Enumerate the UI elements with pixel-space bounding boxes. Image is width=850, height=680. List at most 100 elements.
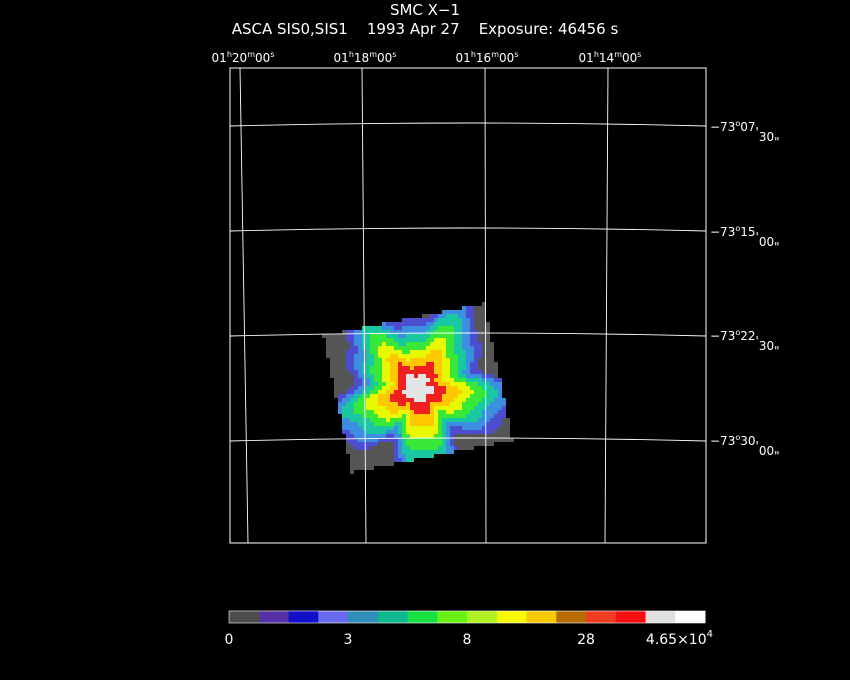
- image-pixel: [482, 402, 486, 406]
- image-pixel: [458, 334, 462, 338]
- image-pixel: [382, 342, 386, 346]
- image-pixel: [474, 350, 478, 354]
- image-pixel: [354, 434, 358, 438]
- image-pixel: [494, 426, 498, 430]
- image-pixel: [426, 322, 430, 326]
- image-pixel: [506, 418, 510, 422]
- image-pixel: [390, 394, 394, 398]
- image-pixel: [390, 450, 394, 454]
- image-pixel: [394, 350, 398, 354]
- image-pixel: [410, 458, 414, 462]
- image-pixel: [442, 374, 446, 378]
- image-pixel: [334, 362, 338, 366]
- image-pixel: [370, 454, 374, 458]
- image-pixel: [466, 358, 470, 362]
- image-pixel: [458, 358, 462, 362]
- image-pixel: [362, 418, 366, 422]
- image-pixel: [442, 418, 446, 422]
- image-pixel: [358, 362, 362, 366]
- image-pixel: [370, 342, 374, 346]
- image-pixel: [354, 378, 358, 382]
- image-pixel: [442, 310, 446, 314]
- image-pixel: [482, 366, 486, 370]
- coordinate-grid: [229, 67, 707, 544]
- image-pixel: [394, 434, 398, 438]
- image-pixel: [398, 450, 402, 454]
- image-pixel: [406, 370, 410, 374]
- colorbar-swatch: [318, 611, 349, 623]
- image-pixel: [346, 438, 350, 442]
- image-pixel: [446, 318, 450, 322]
- image-pixel: [458, 326, 462, 330]
- image-pixel: [486, 434, 490, 438]
- image-pixel: [350, 446, 354, 450]
- image-pixel: [350, 414, 354, 418]
- image-pixel: [386, 338, 390, 342]
- image-pixel: [386, 382, 390, 386]
- image-pixel: [414, 398, 418, 402]
- image-pixel: [358, 330, 362, 334]
- image-pixel: [342, 358, 346, 362]
- image-pixel: [454, 430, 458, 434]
- image-pixel: [494, 414, 498, 418]
- image-pixel: [370, 438, 374, 442]
- image-pixel: [406, 406, 410, 410]
- image-pixel: [438, 358, 442, 362]
- image-pixel: [394, 322, 398, 326]
- image-pixel: [358, 406, 362, 410]
- image-pixel: [442, 402, 446, 406]
- image-pixel: [374, 342, 378, 346]
- image-pixel: [402, 434, 406, 438]
- image-pixel: [334, 366, 338, 370]
- image-pixel: [366, 438, 370, 442]
- image-pixel: [478, 430, 482, 434]
- image-pixel: [474, 402, 478, 406]
- image-pixel: [342, 394, 346, 398]
- image-pixel: [382, 374, 386, 378]
- image-pixel: [458, 366, 462, 370]
- image-pixel: [478, 390, 482, 394]
- image-pixel: [406, 338, 410, 342]
- image-pixel: [354, 398, 358, 402]
- image-pixel: [462, 402, 466, 406]
- image-pixel: [466, 318, 470, 322]
- image-pixel: [462, 438, 466, 442]
- image-pixel: [382, 386, 386, 390]
- image-pixel: [442, 354, 446, 358]
- image-pixel: [350, 470, 354, 474]
- image-pixel: [410, 346, 414, 350]
- image-pixel: [366, 450, 370, 454]
- image-pixel: [490, 374, 494, 378]
- image-pixel: [378, 446, 382, 450]
- image-pixel: [350, 334, 354, 338]
- colorbar-swatch: [258, 611, 289, 623]
- image-pixel: [354, 346, 358, 350]
- image-pixel: [466, 370, 470, 374]
- image-pixel: [414, 338, 418, 342]
- image-pixel: [466, 446, 470, 450]
- image-pixel: [406, 366, 410, 370]
- image-pixel: [430, 446, 434, 450]
- image-pixel: [414, 318, 418, 322]
- image-pixel: [358, 358, 362, 362]
- image-pixel: [446, 406, 450, 410]
- image-pixel: [394, 418, 398, 422]
- image-pixel: [358, 466, 362, 470]
- image-pixel: [386, 454, 390, 458]
- ra-tick-label: 01h20m00s: [212, 50, 275, 65]
- image-pixel: [426, 346, 430, 350]
- image-pixel: [378, 358, 382, 362]
- image-pixel: [406, 402, 410, 406]
- image-pixel: [326, 346, 330, 350]
- image-pixel: [446, 430, 450, 434]
- image-pixel: [362, 382, 366, 386]
- image-pixel: [458, 406, 462, 410]
- image-pixel: [382, 434, 386, 438]
- image-pixel: [462, 310, 466, 314]
- image-pixel: [358, 390, 362, 394]
- image-pixel: [414, 358, 418, 362]
- image-pixel: [466, 422, 470, 426]
- image-pixel: [374, 362, 378, 366]
- figure-subtitle: ASCA SIS0,SIS1 1993 Apr 27 Exposure: 464…: [231, 20, 619, 38]
- image-pixel: [398, 390, 402, 394]
